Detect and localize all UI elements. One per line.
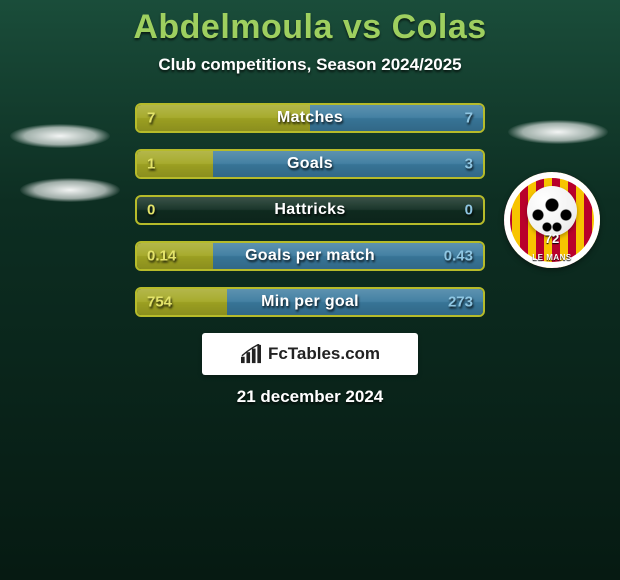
comparison-row: 13Goals [135,149,485,179]
left-badge-shadow-2 [20,178,120,202]
brand-box[interactable]: FcTables.com [202,333,418,375]
row-label: Hattricks [137,201,483,219]
right-badge-shadow [508,120,608,144]
left-badge-shadow-1 [10,124,110,148]
bar-chart-icon [240,344,262,364]
date-text: 21 december 2024 [0,387,620,407]
comparison-row: 77Matches [135,103,485,133]
comparison-row: 00Hattricks [135,195,485,225]
crest-label: LE MANS [504,253,600,262]
comparison-row: 754273Min per goal [135,287,485,317]
row-label: Goals per match [137,247,483,265]
row-label: Matches [137,109,483,127]
crest-number: 72 [504,231,600,246]
row-label: Min per goal [137,293,483,311]
team-crest-right: 72 LE MANS [504,172,600,268]
comparison-row: 0.140.43Goals per match [135,241,485,271]
comparison-rows: 77Matches 13Goals 00Hattricks 0.140.43Goals… [135,103,485,317]
content: Abdelmoula vs Colas Club competitions, S… [0,0,620,580]
soccer-ball-icon [527,186,577,236]
brand-text: FcTables.com [268,344,380,364]
subtitle: Club competitions, Season 2024/2025 [0,55,620,75]
row-label: Goals [137,155,483,173]
page-title: Abdelmoula vs Colas [0,8,620,47]
